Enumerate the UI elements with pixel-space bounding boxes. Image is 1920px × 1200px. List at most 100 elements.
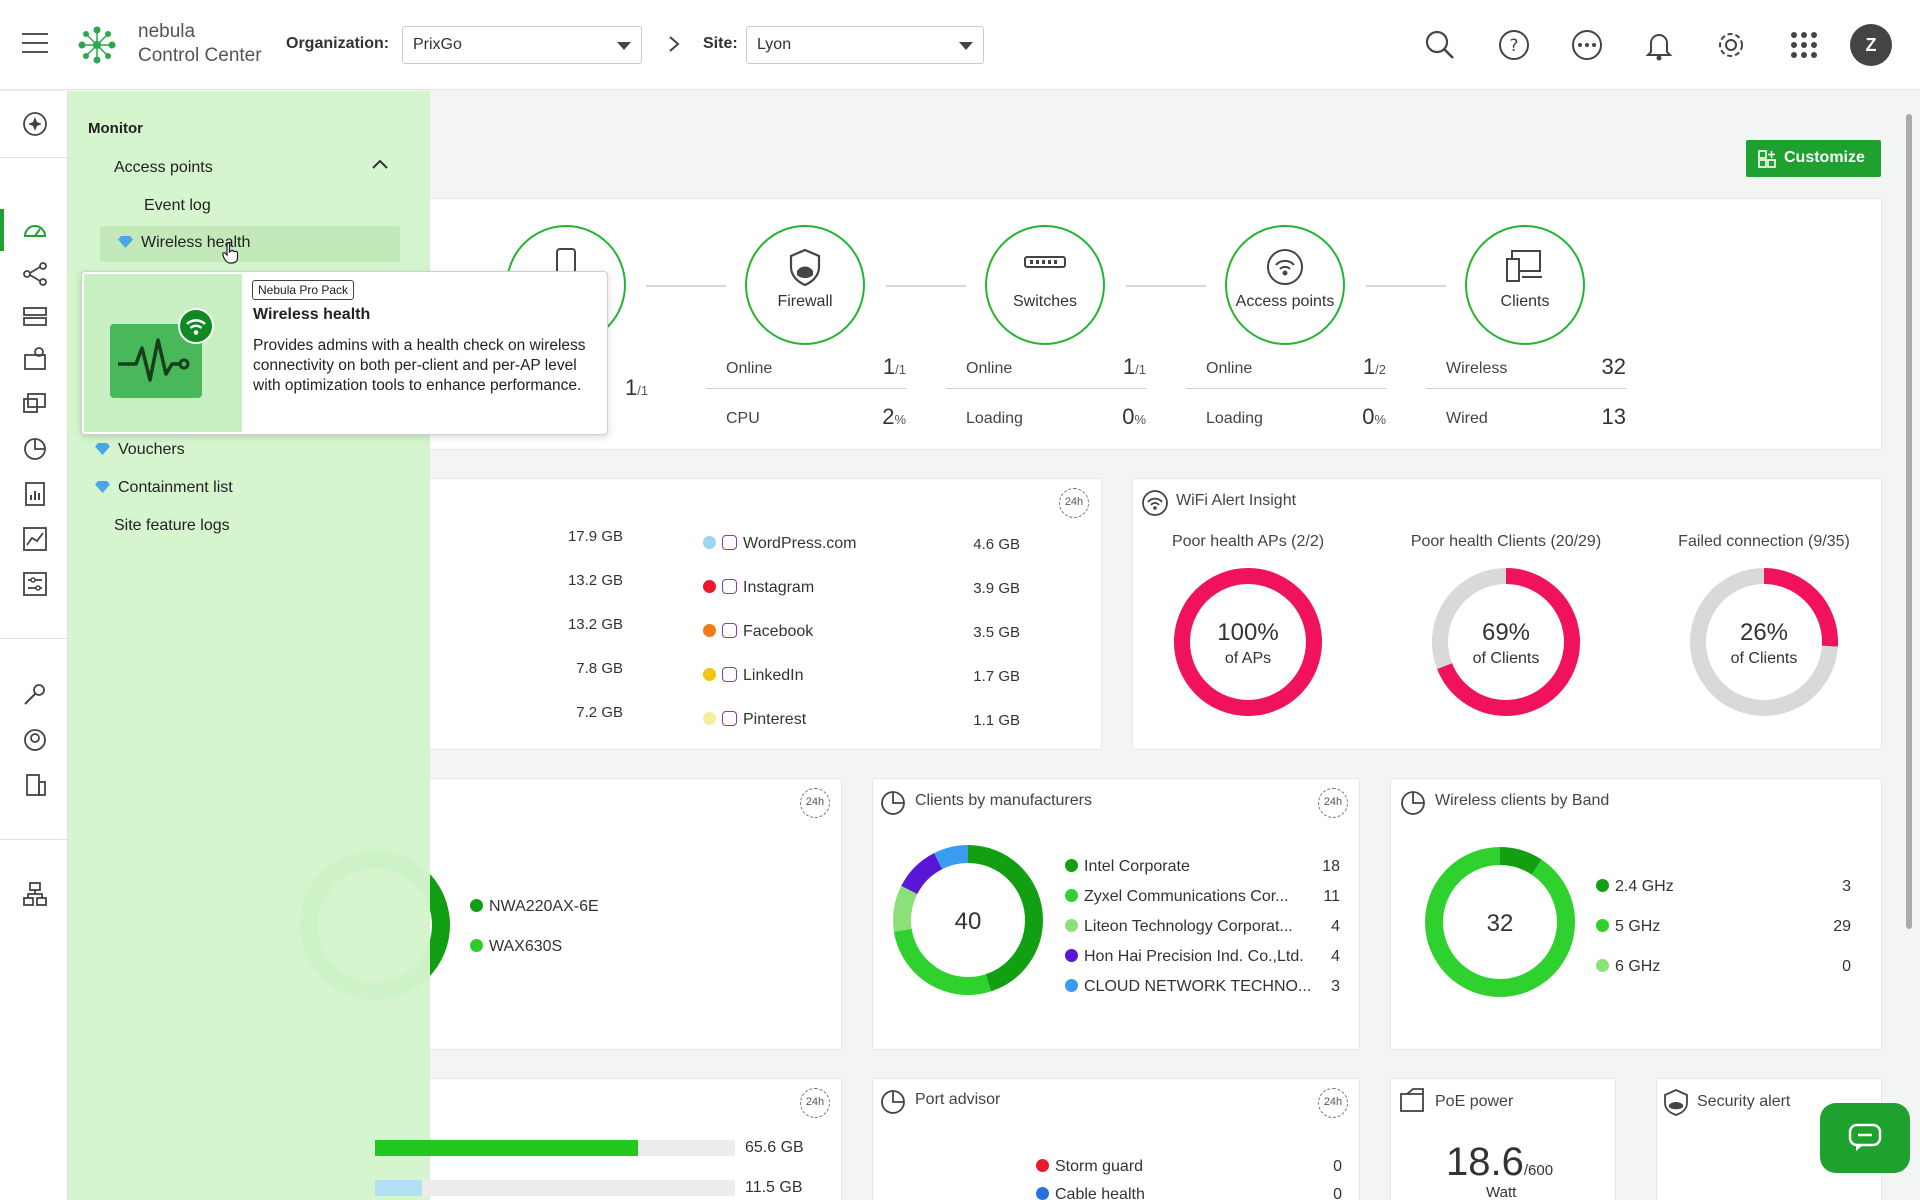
firewall-online-row: Online 1/1 bbox=[726, 354, 926, 379]
settings-sliders-icon[interactable] bbox=[22, 571, 48, 597]
donut-arc bbox=[1174, 568, 1322, 716]
menu-item-containment-list[interactable]: Containment list bbox=[95, 479, 233, 497]
organization-label: Organization: bbox=[286, 35, 390, 52]
app-size-value: 1.7 GB bbox=[973, 668, 1020, 685]
wifi-alert-sub: of Clients bbox=[1730, 650, 1798, 667]
pie-chart-icon bbox=[1401, 791, 1425, 815]
app-list-item[interactable]: WordPress.com bbox=[703, 535, 857, 553]
app-logo-icon bbox=[722, 579, 737, 594]
legend-dot bbox=[1065, 949, 1078, 962]
app-list-item[interactable]: LinkedIn bbox=[703, 667, 804, 685]
ssid-bar-fill bbox=[375, 1180, 422, 1196]
switch-device-icon[interactable] bbox=[22, 303, 48, 329]
manufacturer-legend-item: Liteon Technology Corporat... 4 bbox=[1065, 918, 1340, 936]
chat-support-button[interactable] bbox=[1820, 1103, 1910, 1173]
wireless-health-tooltip: Nebula Pro Pack Wireless health Provides… bbox=[81, 271, 608, 435]
menu-item-label: Containment list bbox=[118, 479, 233, 496]
poe-unit: Watt bbox=[1486, 1184, 1517, 1200]
search-icon[interactable] bbox=[1423, 28, 1457, 62]
switches-loading-row: Loading 0% bbox=[966, 404, 1166, 429]
menu-item-label: Site feature logs bbox=[114, 517, 230, 534]
security-appliance-icon[interactable] bbox=[22, 346, 48, 372]
support-icon[interactable] bbox=[22, 727, 48, 753]
legend-label: Hon Hai Precision Ind. Co.,Ltd. bbox=[1084, 948, 1304, 965]
caret-down-icon bbox=[617, 42, 631, 50]
port-advisor-card bbox=[872, 1078, 1360, 1200]
more-icon[interactable] bbox=[1570, 28, 1604, 62]
health-pulse-icon bbox=[110, 324, 202, 398]
legend-dot bbox=[1065, 919, 1078, 932]
mobile-online-number: 1 bbox=[625, 375, 638, 400]
nebula-logo-icon bbox=[78, 26, 116, 64]
customize-button[interactable]: Customize bbox=[1746, 140, 1881, 177]
24h-badge[interactable]: 24h bbox=[1318, 1088, 1348, 1118]
organization-select[interactable]: PrixGo bbox=[402, 26, 642, 64]
hamburger-menu-icon[interactable] bbox=[22, 33, 48, 55]
ap-model-legend-item: NWA220AX-6E bbox=[470, 898, 599, 916]
line-chart-icon[interactable] bbox=[22, 526, 48, 552]
top-bar: nebula Control Center Organization: Prix… bbox=[0, 0, 1920, 90]
firewall-online-label: Online bbox=[726, 360, 773, 377]
aps-loading-unit: % bbox=[1374, 412, 1386, 427]
legend-dot bbox=[1065, 979, 1078, 992]
left-rail bbox=[0, 91, 68, 1200]
legend-count: 0 bbox=[1842, 958, 1851, 975]
monitor-devices-icon[interactable] bbox=[22, 391, 48, 417]
legend-label: Cable health bbox=[1055, 1186, 1145, 1200]
pie-chart-icon[interactable] bbox=[22, 436, 48, 462]
menu-item-vouchers[interactable]: Vouchers bbox=[95, 441, 185, 459]
bell-icon[interactable] bbox=[1642, 28, 1676, 62]
app-logo-icon bbox=[722, 667, 737, 682]
menu-item-site-feature-logs[interactable]: Site feature logs bbox=[114, 517, 230, 535]
caret-down-icon bbox=[959, 42, 973, 50]
menu-group-access-points[interactable]: Access points bbox=[114, 159, 213, 176]
topology-connector bbox=[1126, 285, 1206, 287]
dashboard-gauge-icon[interactable] bbox=[22, 217, 48, 243]
access-points-node[interactable]: Access points bbox=[1225, 225, 1345, 345]
app-list-item[interactable]: Instagram bbox=[703, 579, 814, 597]
help-icon[interactable]: ? bbox=[1497, 28, 1531, 62]
org-chart-icon[interactable] bbox=[22, 881, 48, 907]
app-list-item[interactable]: Facebook bbox=[703, 623, 813, 641]
wifi-alert-donut bbox=[1690, 568, 1838, 716]
legend-label: 6 GHz bbox=[1615, 958, 1661, 975]
switches-online-value: 1 bbox=[1122, 354, 1136, 379]
apps-grid-icon[interactable] bbox=[1787, 28, 1821, 62]
menu-item-wireless-health[interactable]: Wireless health bbox=[118, 234, 250, 252]
switches-node[interactable]: Switches bbox=[985, 225, 1105, 345]
building-icon[interactable] bbox=[22, 772, 48, 798]
legend-label: Storm guard bbox=[1055, 1158, 1144, 1175]
topology-icon[interactable] bbox=[22, 261, 48, 287]
sparkle-icon[interactable] bbox=[22, 111, 48, 137]
legend-dot bbox=[470, 899, 483, 912]
manufacturers-title: Clients by manufacturers bbox=[915, 792, 1092, 809]
switches-online-unit: /1 bbox=[1135, 362, 1146, 377]
clients-node[interactable]: Clients bbox=[1465, 225, 1585, 345]
poe-card bbox=[1390, 1078, 1616, 1200]
site-value: Lyon bbox=[757, 36, 792, 53]
report-icon[interactable] bbox=[22, 481, 48, 507]
wrench-key-icon[interactable] bbox=[22, 681, 48, 707]
chevron-up-icon[interactable] bbox=[371, 157, 389, 171]
menu-item-event-log[interactable]: Event log bbox=[144, 197, 211, 214]
band-title: Wireless clients by Band bbox=[1435, 792, 1610, 809]
vertical-scrollbar[interactable] bbox=[1906, 114, 1912, 929]
24h-badge[interactable]: 24h bbox=[800, 1088, 830, 1118]
manufacturers-card bbox=[872, 778, 1360, 1050]
24h-badge[interactable]: 24h bbox=[1318, 788, 1348, 818]
firewall-node[interactable]: Firewall bbox=[745, 225, 865, 345]
avatar[interactable]: Z bbox=[1850, 24, 1892, 66]
gear-icon[interactable] bbox=[1714, 28, 1748, 62]
app-color-dot bbox=[703, 580, 716, 593]
clients-label: Clients bbox=[1500, 293, 1550, 310]
wifi-alert-percent: 26% bbox=[1739, 619, 1789, 646]
site-select[interactable]: Lyon bbox=[746, 26, 984, 64]
app-name: WordPress.com bbox=[743, 535, 857, 552]
legend-dot bbox=[1036, 1159, 1049, 1172]
24h-badge[interactable]: 24h bbox=[800, 788, 830, 818]
manufacturer-legend-item: CLOUD NETWORK TECHNO... 3 bbox=[1065, 978, 1340, 996]
wifi-alert-title: WiFi Alert Insight bbox=[1176, 492, 1297, 509]
24h-badge[interactable]: 24h bbox=[1059, 488, 1089, 518]
band-legend-item: 6 GHz 0 bbox=[1596, 958, 1851, 976]
app-list-item[interactable]: Pinterest bbox=[703, 711, 806, 729]
